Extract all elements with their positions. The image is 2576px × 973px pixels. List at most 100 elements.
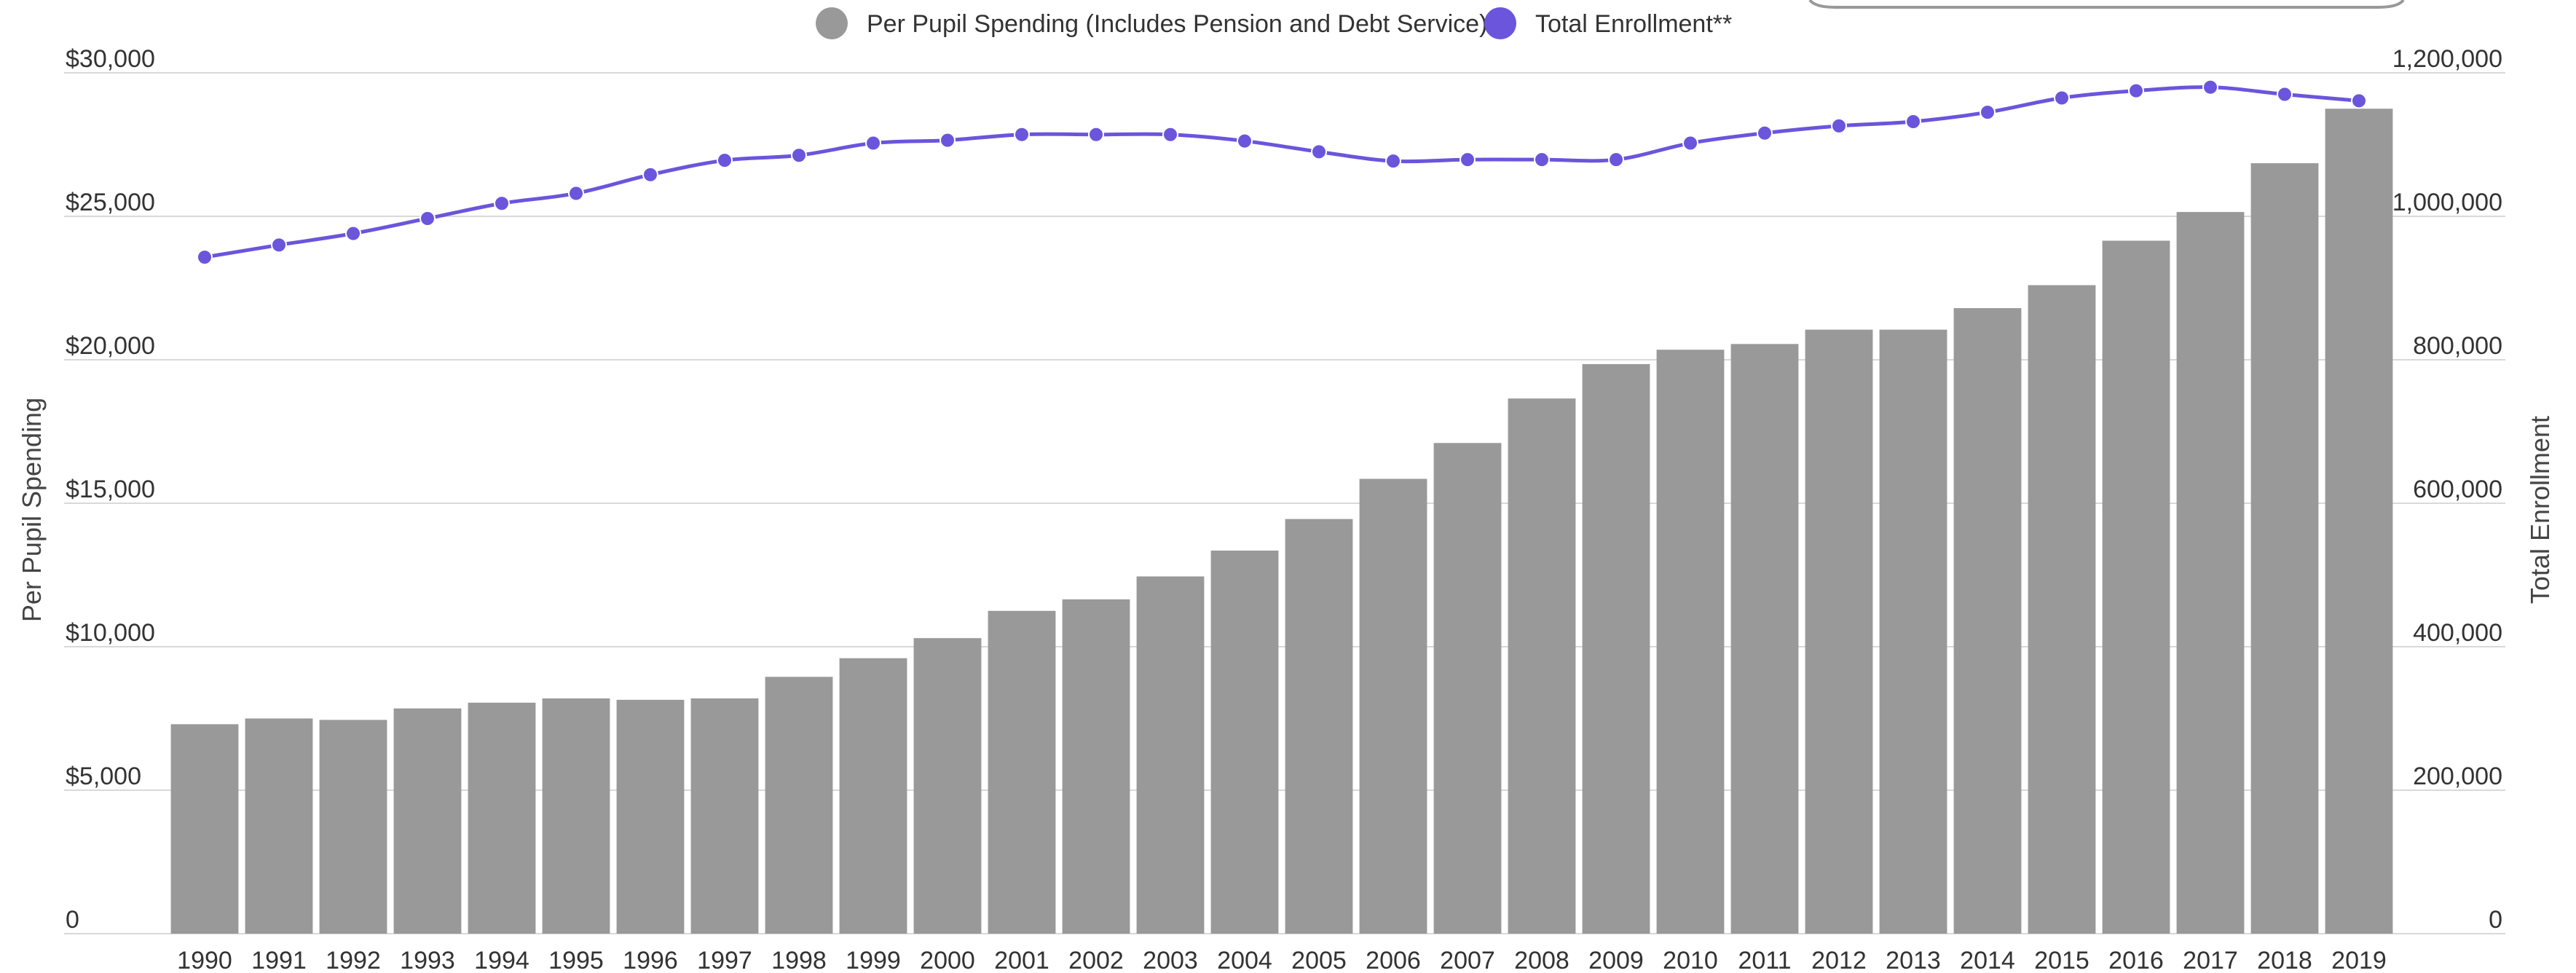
bar-2005 xyxy=(1285,519,1353,934)
legend-swatch-enrollment xyxy=(1484,7,1516,39)
enrollment-point-2014 xyxy=(1980,104,1996,121)
x-tick-label: 1999 xyxy=(846,947,901,973)
legend: Per Pupil Spending (Includes Pension and… xyxy=(816,7,1732,39)
y-left-tick-label: $5,000 xyxy=(66,763,141,790)
enrollment-point-2013 xyxy=(1905,113,1921,130)
x-tick-label: 2000 xyxy=(920,947,975,973)
x-tick-label: 2013 xyxy=(1886,947,1941,973)
enrollment-point-2006 xyxy=(1385,153,1401,170)
enrollment-point-2002 xyxy=(1088,126,1104,143)
bar-1999 xyxy=(839,658,907,934)
bar-2013 xyxy=(1879,329,1947,934)
enrollment-point-1997 xyxy=(717,152,733,169)
enrollment-line xyxy=(204,85,2360,259)
legend-swatch-spending xyxy=(816,7,848,39)
bar-1993 xyxy=(393,708,462,934)
y-left-tick-label: $30,000 xyxy=(66,45,155,73)
bar-1990 xyxy=(170,724,239,934)
overlay-panel-edge xyxy=(1808,0,2405,9)
x-tick-label: 1995 xyxy=(548,947,604,973)
bar-2018 xyxy=(2250,163,2319,934)
x-tick-label: 1991 xyxy=(251,947,307,973)
bar-2006 xyxy=(1359,478,1427,934)
x-tick-label: 2019 xyxy=(2331,947,2387,973)
bar-1998 xyxy=(765,677,833,934)
x-tick-label: 2016 xyxy=(2108,947,2164,973)
bar-2015 xyxy=(2028,285,2096,934)
bar-1991 xyxy=(245,718,313,934)
enrollment-point-2001 xyxy=(1014,126,1030,143)
y-left-tick-label: $20,000 xyxy=(66,332,155,360)
x-tick-label: 1998 xyxy=(771,947,827,973)
bar-1996 xyxy=(616,699,685,934)
y-right-tick-label: 0 xyxy=(2489,906,2502,934)
enrollment-point-1998 xyxy=(791,147,807,164)
legend-label-enrollment: Total Enrollment** xyxy=(1535,10,1732,38)
x-tick-label: 1996 xyxy=(623,947,678,973)
enrollment-point-2007 xyxy=(1460,151,1476,168)
y-left-tick-label: $15,000 xyxy=(66,476,155,503)
bar-2010 xyxy=(1656,350,1725,934)
x-tick-label: 2017 xyxy=(2183,947,2238,973)
bar-2019 xyxy=(2325,109,2393,934)
x-tick-label: 1994 xyxy=(474,947,529,973)
enrollment-point-2012 xyxy=(1831,117,1847,134)
enrollment-point-1996 xyxy=(642,166,658,183)
bar-2011 xyxy=(1730,344,1799,934)
enrollment-point-2008 xyxy=(1534,151,1550,168)
bar-2003 xyxy=(1136,576,1205,934)
x-tick-label: 1997 xyxy=(697,947,752,973)
bar-1997 xyxy=(690,698,759,934)
enrollment-point-1991 xyxy=(271,237,287,253)
x-tick-label: 2001 xyxy=(994,947,1049,973)
enrollment-point-2011 xyxy=(1757,125,1773,141)
enrollment-point-2019 xyxy=(2351,92,2367,109)
enrollment-point-1995 xyxy=(568,185,584,202)
y-axis-title-left: Per Pupil Spending xyxy=(17,398,47,622)
y-right-tick-label: 200,000 xyxy=(2413,763,2502,790)
x-tick-label: 2004 xyxy=(1217,947,1272,973)
bar-2001 xyxy=(988,610,1056,934)
enrollment-point-1999 xyxy=(865,135,881,151)
x-tick-label: 2006 xyxy=(1366,947,1421,973)
bar-2016 xyxy=(2102,240,2170,934)
bar-1992 xyxy=(319,720,387,934)
enrollment-point-1994 xyxy=(494,195,510,212)
x-tick-label: 1993 xyxy=(400,947,455,973)
y-axis-title-right: Total Enrollment xyxy=(2525,416,2555,604)
bar-2002 xyxy=(1062,599,1130,934)
x-tick-label: 2012 xyxy=(1811,947,1867,973)
bar-2014 xyxy=(1953,308,2022,934)
x-tick-label: 1990 xyxy=(177,947,232,973)
bar-2000 xyxy=(913,638,982,934)
bar-2007 xyxy=(1433,443,1502,934)
x-tick-label: 2015 xyxy=(2034,947,2089,973)
x-tick-label: 2018 xyxy=(2257,947,2312,973)
y-right-tick-label: 400,000 xyxy=(2413,619,2502,647)
x-tick-label: 2007 xyxy=(1440,947,1495,973)
bar-2012 xyxy=(1805,329,1873,934)
enrollment-point-2009 xyxy=(1608,151,1624,168)
y-left-tick-label: $10,000 xyxy=(66,619,155,647)
bar-2017 xyxy=(2176,212,2245,934)
bar-2004 xyxy=(1210,551,1279,934)
enrollment-point-1990 xyxy=(197,249,213,266)
enrollment-point-2010 xyxy=(1682,135,1698,151)
x-tick-label: 2002 xyxy=(1068,947,1124,973)
y-left-tick-label: $25,000 xyxy=(66,189,155,216)
bar-2008 xyxy=(1508,398,1576,934)
x-tick-label: 2009 xyxy=(1588,947,1644,973)
enrollment-point-2018 xyxy=(2277,86,2293,103)
bar-2009 xyxy=(1582,363,1650,934)
y-left-tick-label: 0 xyxy=(66,906,79,934)
enrollment-point-2017 xyxy=(2202,79,2218,95)
x-tick-label: 2014 xyxy=(1960,947,2015,973)
enrollment-point-2003 xyxy=(1162,126,1178,143)
bar-1994 xyxy=(468,702,536,934)
x-tick-label: 2005 xyxy=(1291,947,1347,973)
x-tick-label: 2008 xyxy=(1514,947,1569,973)
y-right-tick-label: 600,000 xyxy=(2413,476,2502,503)
y-right-tick-label: 1,200,000 xyxy=(2392,45,2502,73)
